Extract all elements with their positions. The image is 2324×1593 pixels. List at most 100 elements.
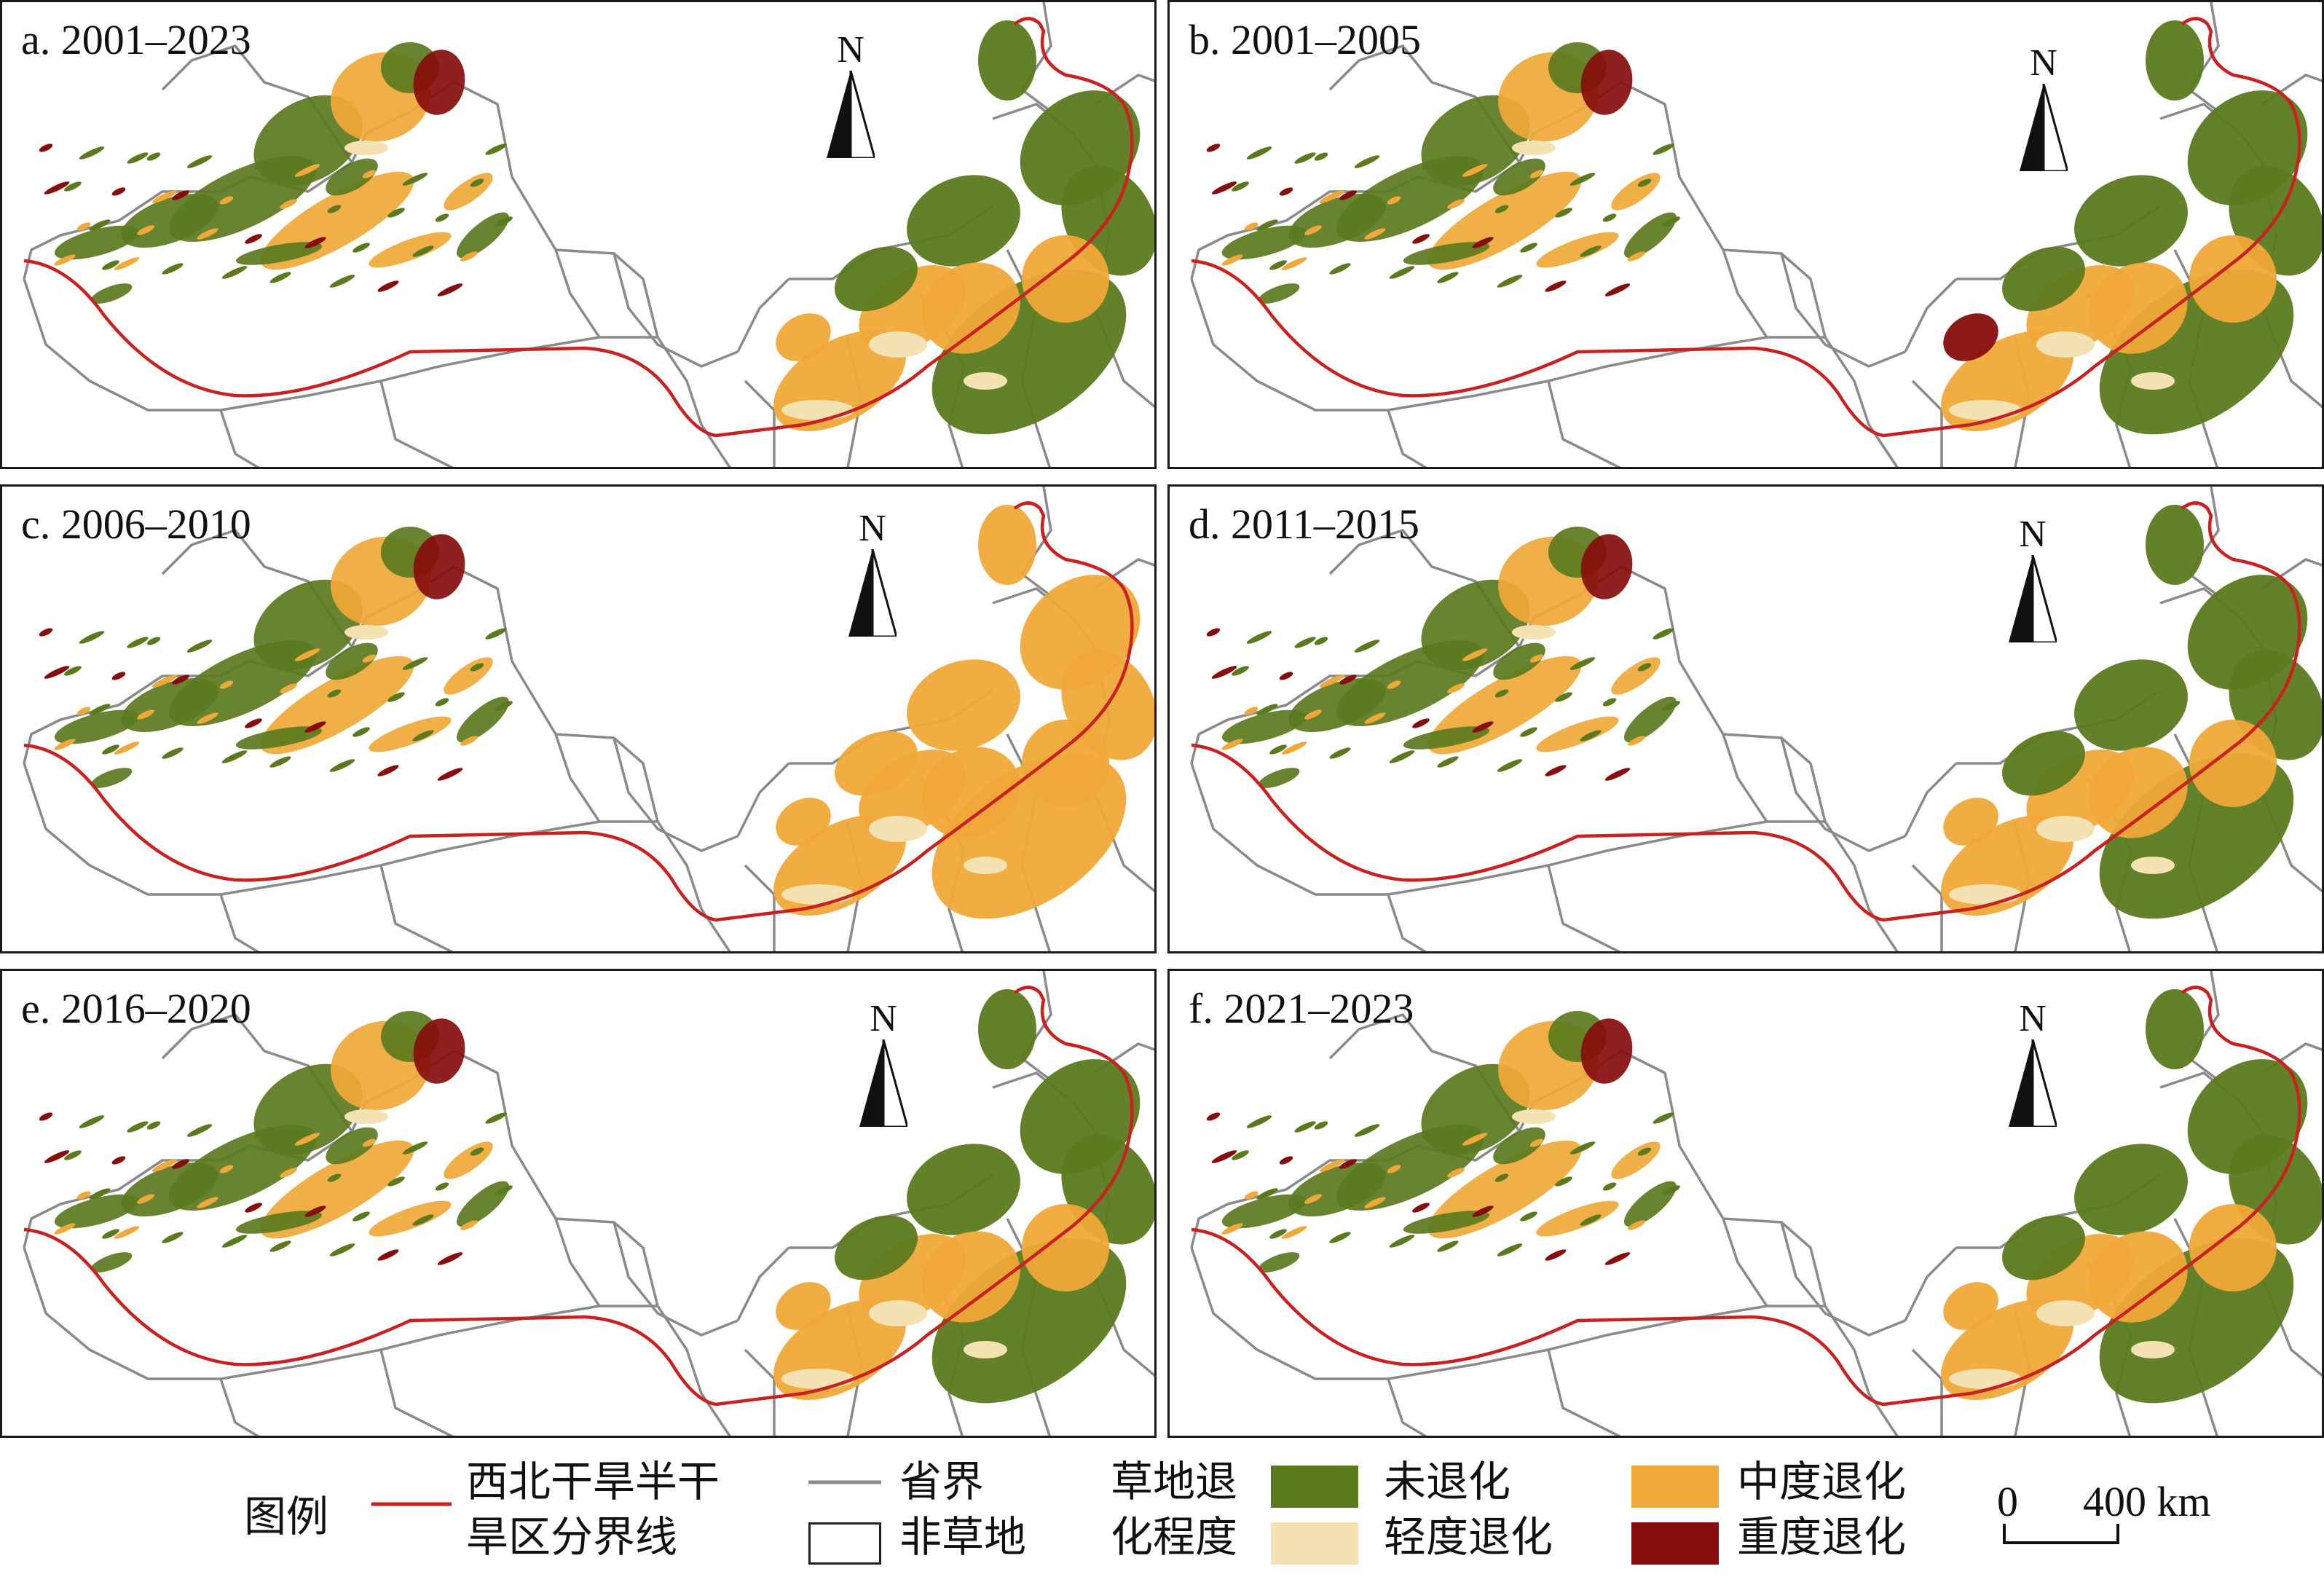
province-boundary [1780,253,1906,368]
grassland-speckle [1663,1185,1680,1195]
province-boundary [2188,2,2220,113]
arid-boundary-line [1191,17,2301,438]
grassland-speckle [1422,161,1436,170]
grassland-patch [781,1369,854,1389]
grassland-speckle [1545,280,1567,292]
grassland-speckle [1447,199,1465,209]
grassland-speckle [1447,1168,1465,1178]
grassland-patch [2036,816,2095,842]
grassland-speckle [294,648,320,661]
grassland-patch [457,212,509,259]
grassland-speckle [219,196,234,205]
grassland-patch [2036,331,2095,358]
grassland-speckle [1637,1147,1652,1156]
grassland-patch [344,1109,388,1124]
map-canvas [1190,2,2322,467]
legend-title: 图例 [244,1492,329,1541]
grassland-patch [1624,696,1677,743]
degradation-title-2: 化程度 [1111,1512,1238,1562]
grassland-speckle [172,674,189,685]
grassland-speckle [162,263,184,275]
grassland-patch [1258,1252,1300,1273]
grassland-patch [326,158,378,196]
grassland-patch [1943,798,1998,846]
grassland-speckle [64,1150,82,1160]
grassland-patch [2089,747,2188,838]
grassland-speckle [1256,1188,1278,1200]
grassland-speckle [402,173,428,186]
grassland-patch [1258,768,1300,788]
grassland-speckle [327,1173,342,1182]
province-boundary [219,409,260,467]
class-label-light: 轻度退化 [1384,1512,1553,1562]
grassland-patch [921,262,1020,354]
province-boundary [1722,1217,1827,1307]
grassland-speckle [269,1240,291,1252]
grassland-speckle [79,146,105,160]
grassland-speckle [362,170,377,178]
grassland-patch [1611,1141,1661,1179]
grassland-speckle [54,254,76,266]
province-boundary [1904,278,1958,353]
grassland-speckle [1663,216,1680,227]
grassland-speckle [362,1138,377,1147]
grassland-speckle [1304,225,1322,235]
province-boundary [1722,733,1827,822]
grassland-patch [869,1300,927,1326]
north-arrow: N [818,31,883,162]
grassland-speckle [1256,219,1278,231]
grassland-patch [1949,1369,2022,1389]
north-label: N [837,29,864,71]
grassland-speckle [1329,263,1351,275]
province-boundary [1547,865,1621,951]
grassland-speckle [1244,222,1258,231]
grassland-patch [921,747,1020,838]
grassland-speckle [269,756,291,768]
province-boundary [736,278,790,353]
grassland-speckle [1497,759,1523,772]
north-arrow: N [2000,516,2065,647]
grassland-speckle [1494,205,1509,213]
grassland-speckle [1412,1203,1430,1213]
grassland-patch [1512,1109,1556,1124]
grassland-speckle [412,730,434,742]
north-label: N [2019,998,2047,1039]
grassland-patch [835,731,918,796]
grassland-speckle [1529,170,1544,178]
grassland-speckle [280,1168,297,1178]
grassland-patch [907,175,1020,267]
province-boundary [554,733,601,822]
grassland-speckle [1232,1150,1249,1160]
province-boundary [23,278,658,412]
province-line-swatch [808,1480,881,1484]
grassland-patch [1943,313,1998,361]
grassland-speckle [1529,654,1544,663]
grassland-speckle [137,1194,154,1204]
grassland-speckle [1628,736,1645,746]
grassland-speckle [1472,237,1494,248]
grassland-speckle [44,666,70,679]
map-panel-c: c. 2006–2010 N [0,484,1157,953]
grassland-patch [2002,1215,2085,1281]
grassland-speckle [1354,155,1380,168]
grassland-patch [964,1341,1007,1358]
grassland-speckle [460,1220,478,1230]
grassland-speckle [1269,1229,1287,1239]
province-boundary [1824,821,1899,951]
province-boundary [1190,1247,1825,1380]
province-boundary [1780,1222,1906,1337]
grassland-speckle [137,225,154,235]
grassland-patch [1288,194,1386,248]
class-swatch-light [1271,1522,1358,1565]
grassland-patch [2189,1204,2277,1291]
north-arrow: N [851,1000,916,1131]
grassland-patch [1493,642,1545,680]
grassland-patch [1493,1127,1545,1165]
grassland-speckle [1555,1176,1572,1187]
grassland-speckle [1545,765,1567,776]
grassland-speckle [412,245,434,257]
grassland-speckle [1628,251,1645,261]
grassland-speckle [435,1182,449,1191]
grassland-speckle [245,234,262,244]
grassland-speckle [1437,756,1459,768]
